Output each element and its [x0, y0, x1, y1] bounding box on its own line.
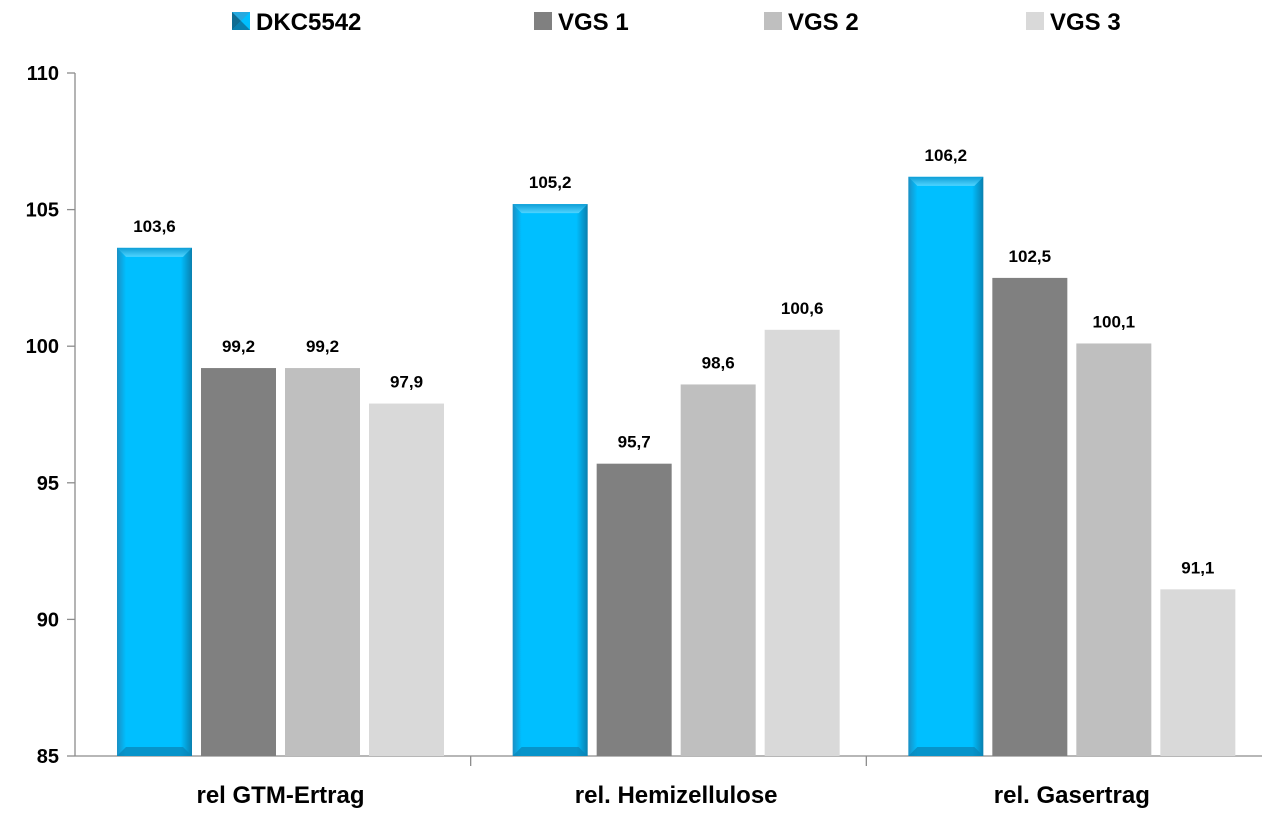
legend-swatch [1026, 12, 1044, 30]
y-tick-label: 95 [37, 473, 59, 495]
bar-vgs-2 [1076, 343, 1152, 756]
bar-value-label: 97,9 [390, 373, 423, 392]
x-category-label: rel GTM-Ertrag [196, 782, 364, 809]
bar-vgs-1 [992, 277, 1068, 756]
legend-label: VGS 2 [788, 9, 859, 36]
bar-vgs-3 [369, 403, 444, 756]
bar-value-label: 100,1 [1093, 312, 1136, 331]
bar-value-label: 105,2 [529, 173, 572, 192]
y-tick-label: 105 [26, 200, 59, 222]
legend-swatch [764, 12, 782, 30]
bar-vgs-3 [764, 329, 840, 756]
bar-vgs-1 [201, 368, 276, 756]
bar-vgs-2 [285, 368, 360, 756]
bar-value-label: 106,2 [925, 146, 968, 165]
bar-value-label: 91,1 [1181, 558, 1214, 577]
x-category-label: rel. Hemizellulose [575, 782, 778, 809]
bar-value-label: 100,6 [781, 299, 824, 318]
bar-dkc5542 [512, 204, 588, 757]
legend-label: VGS 3 [1050, 9, 1121, 36]
bar-vgs-2 [680, 384, 756, 756]
bar-value-label: 95,7 [618, 433, 651, 452]
bar-value-label: 103,6 [133, 217, 176, 236]
bars [117, 176, 1236, 757]
x-category-label: rel. Gasertrag [994, 782, 1150, 809]
legend: DKC5542 VGS 1 VGS 2 VGS 3 [232, 9, 1121, 36]
y-tick-label: 85 [37, 746, 59, 768]
bar-vgs-3 [1160, 589, 1236, 756]
legend-swatch [232, 12, 250, 30]
bar-dkc5542 [117, 247, 192, 756]
bar-value-label: 98,6 [702, 353, 735, 372]
legend-swatch [534, 12, 552, 30]
y-tick-label: 100 [26, 336, 59, 358]
bar-value-label: 102,5 [1009, 247, 1052, 266]
data-labels: 103,6 105,2 106,2 99,2 95,7 102,5 99,2 98,6 100,… [133, 146, 1214, 578]
legend-label: DKC5542 [256, 9, 361, 36]
bar-dkc5542 [908, 176, 984, 757]
legend-label: VGS 1 [558, 9, 629, 36]
bar-value-label: 99,2 [306, 337, 339, 356]
y-tick-label: 90 [37, 609, 59, 631]
axes: 85 90 95 100 105 110 rel GTM-Ertrag rel. Hemize… [26, 63, 1262, 809]
y-tick-label: 110 [27, 63, 59, 85]
bar-value-label: 99,2 [222, 337, 255, 356]
bar-vgs-1 [596, 463, 672, 756]
